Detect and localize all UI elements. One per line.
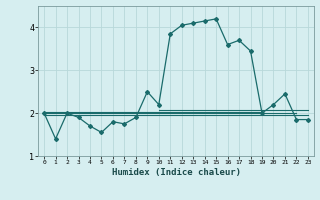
X-axis label: Humidex (Indice chaleur): Humidex (Indice chaleur) [111, 168, 241, 177]
